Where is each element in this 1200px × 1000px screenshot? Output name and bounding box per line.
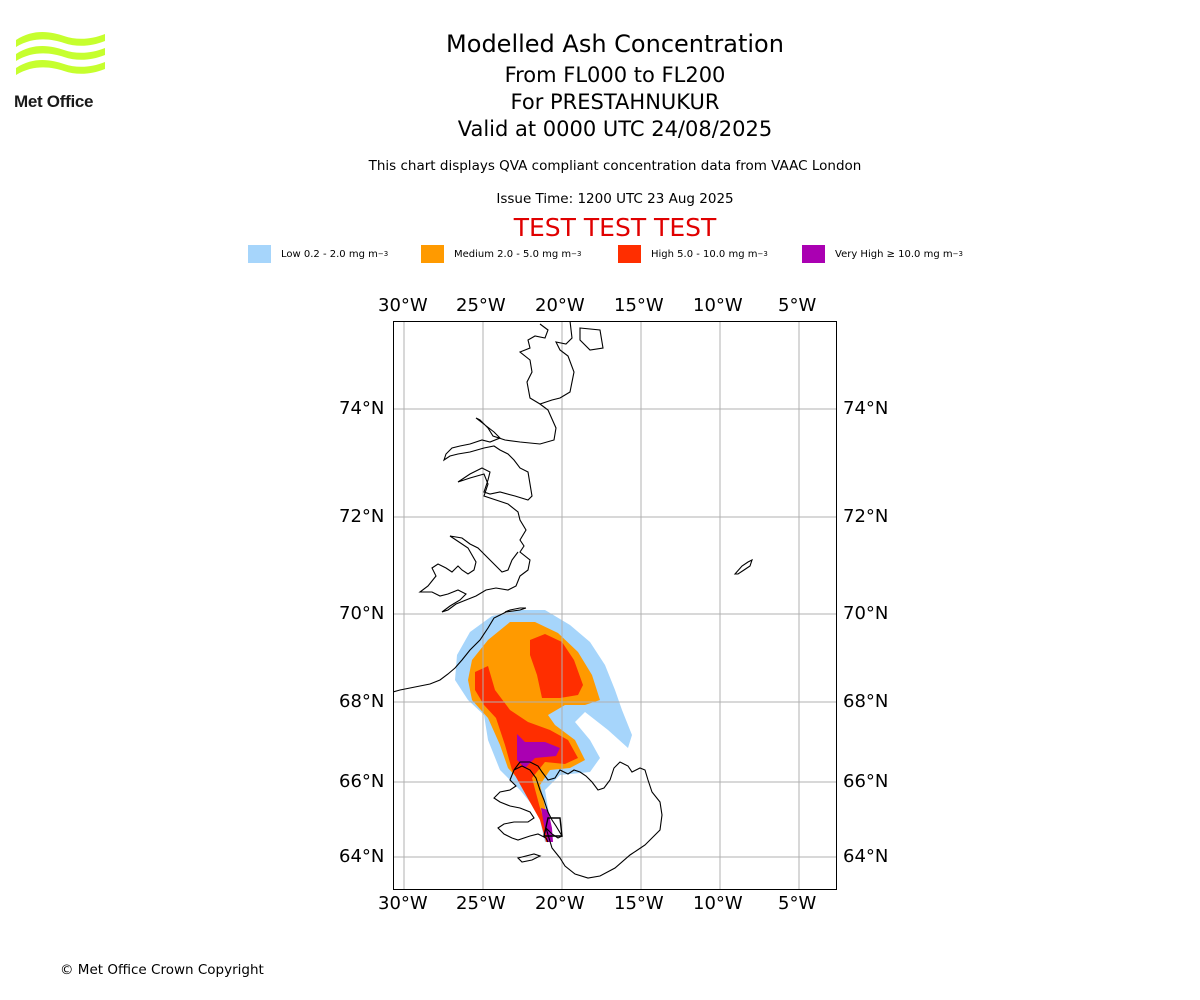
legend-item-very-high: Very High ≥ 10.0 mg m −3 [802,245,963,263]
lat-tick-right-2: 70°N [843,603,889,624]
copyright: © Met Office Crown Copyright [60,962,264,978]
legend-label-medium: Medium 2.0 - 5.0 mg m [454,248,572,260]
qva-note: This chart displays QVA compliant concen… [368,158,862,174]
lon-tick-top-1: 25°W [456,295,506,316]
ash-very-high-area [517,734,560,768]
lon-tick-top-0: 30°W [378,295,428,316]
legend-item-low: Low 0.2 - 2.0 mg m −3 [248,245,388,263]
lat-tick-left-0: 74°N [339,398,385,419]
map-frame [393,321,837,890]
legend-item-high: High 5.0 - 10.0 mg m −3 [618,245,768,263]
ash-high-area-north [530,634,583,698]
lat-tick-left-5: 64°N [339,846,385,867]
lat-tick-right-3: 68°N [843,691,889,712]
gridlines [393,321,837,890]
triangle-volcano-icon [543,817,563,837]
legend-label-low: Low 0.2 - 2.0 mg m [281,248,378,260]
lat-tick-left-2: 70°N [339,603,385,624]
lon-tick-bottom-0: 30°W [378,893,428,914]
lat-tick-left-1: 72°N [339,506,385,527]
legend-label-very-high: Very High ≥ 10.0 mg m [835,248,953,260]
lon-tick-top-3: 15°W [614,295,664,316]
chart-title: Modelled Ash Concentration [446,30,784,58]
lon-tick-bottom-2: 20°W [535,893,585,914]
issue-time: Issue Time: 1200 UTC 23 Aug 2025 [496,191,734,207]
lon-tick-bottom-3: 15°W [614,893,664,914]
legend-swatch-very-high [802,245,825,263]
test-banner: TEST TEST TEST [513,213,717,242]
lon-tick-bottom-1: 25°W [456,893,506,914]
legend-swatch-medium [421,245,444,263]
met-office-wave-logo-icon [16,32,105,75]
lat-tick-left-4: 66°N [339,771,385,792]
legend-swatch-low [248,245,271,263]
lon-tick-top-5: 5°W [778,295,817,316]
legend-item-medium: Medium 2.0 - 5.0 mg m −3 [421,245,581,263]
volcano-name: For PRESTAHNUKUR [510,90,720,114]
lat-tick-right-4: 66°N [843,771,889,792]
valid-time: Valid at 0000 UTC 24/08/2025 [457,117,773,141]
lat-tick-left-3: 68°N [339,691,385,712]
legend-label-high: High 5.0 - 10.0 mg m [651,248,758,260]
lon-tick-bottom-5: 5°W [778,893,817,914]
lat-tick-right-5: 64°N [843,846,889,867]
lat-tick-right-0: 74°N [843,398,889,419]
logo-text: Met Office [14,92,94,111]
coastlines [393,321,753,879]
flight-levels: From FL000 to FL200 [504,63,726,87]
lon-tick-top-2: 20°W [535,295,585,316]
lon-tick-bottom-4: 10°W [693,893,743,914]
lat-tick-right-1: 72°N [843,506,889,527]
legend-swatch-high [618,245,641,263]
lon-tick-top-4: 10°W [693,295,743,316]
